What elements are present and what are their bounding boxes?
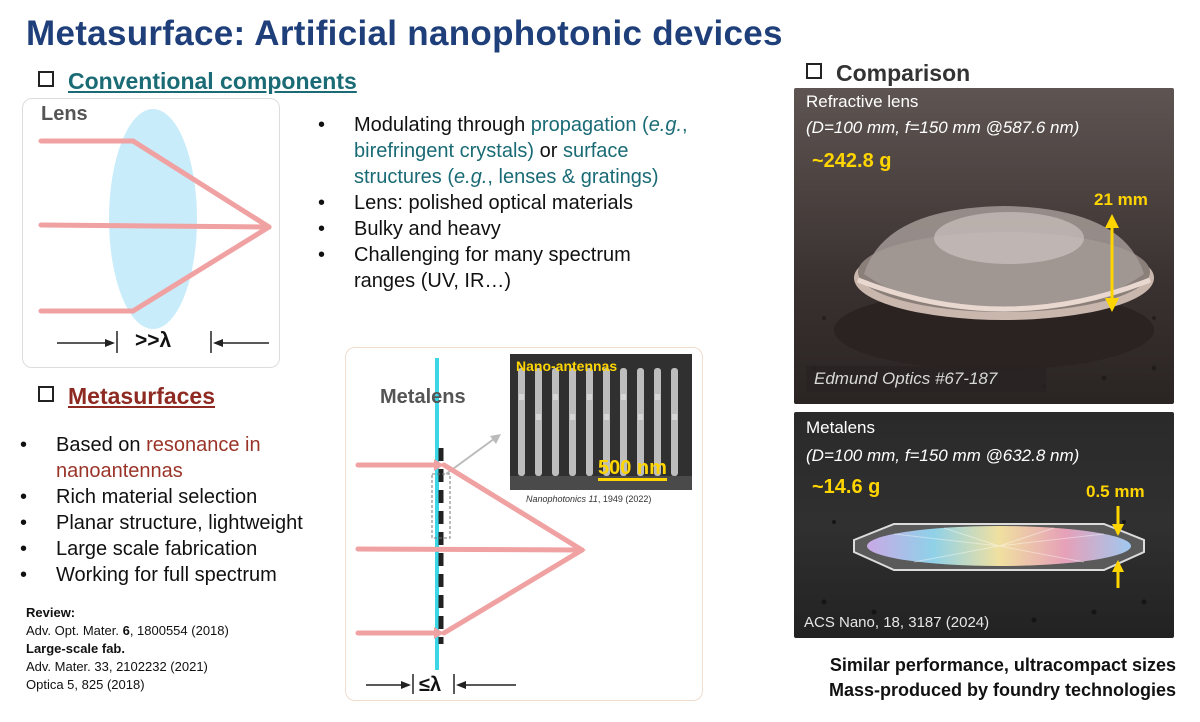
metasurfaces-bullet-3: Planar structure, lightweight bbox=[14, 510, 344, 536]
conventional-heading: Conventional components bbox=[38, 68, 357, 95]
refractive-lens-spec: (D=100 mm, f=150 mm @587.6 nm) bbox=[806, 118, 1080, 137]
metalens-diagram bbox=[355, 358, 586, 694]
metasurfaces-bullet-2: Rich material selection bbox=[14, 484, 344, 510]
metalens-source: ACS Nano, 18, 3187 (2024) bbox=[804, 614, 990, 631]
lens-diagram bbox=[38, 109, 272, 353]
fab-ref-2: Optica 5, 825 (2018) bbox=[26, 677, 145, 692]
review-ref-1: Adv. Opt. Mater. 6, 1800554 (2018) bbox=[26, 623, 229, 638]
refractive-lens-photo: Refractive lens (D=100 mm, f=150 mm @587… bbox=[794, 88, 1174, 404]
checkbox-bullet-icon bbox=[38, 71, 54, 87]
summary-line-1: Similar performance, ultracompact sizes bbox=[829, 655, 1176, 675]
fab-label: Large-scale fab. bbox=[26, 641, 125, 656]
metalens-thickness: 0.5 mm bbox=[1086, 482, 1145, 501]
conventional-heading-text: Conventional components bbox=[68, 68, 357, 94]
scale-bar: 500 nm bbox=[598, 457, 667, 481]
lens-label: Lens bbox=[41, 103, 88, 125]
metasurfaces-heading-text: Metasurfaces bbox=[68, 383, 216, 409]
metasurfaces-bullets: Based on resonance in nanoantennasRich m… bbox=[14, 432, 344, 588]
comparison-heading: Comparison bbox=[806, 60, 970, 87]
lens-dimension-label: >>λ bbox=[135, 329, 172, 352]
refractive-lens-source: Edmund Optics #67-187 bbox=[806, 366, 1046, 392]
review-label: Review: bbox=[26, 605, 76, 620]
metasurfaces-heading: Metasurfaces bbox=[38, 383, 215, 410]
metasurfaces-bullet-4: Large scale fabrication bbox=[14, 536, 344, 562]
refractive-lens-name: Refractive lens bbox=[806, 92, 919, 111]
zoom-box bbox=[431, 473, 451, 539]
fab-ref-1: Adv. Mater. 33, 2102232 (2021) bbox=[26, 659, 208, 674]
conventional-bullets: Modulating through propagation (e.g., bi… bbox=[312, 112, 692, 294]
refractive-lens-weight: ~242.8 g bbox=[812, 150, 892, 172]
lens-shape bbox=[109, 109, 197, 329]
refractive-lens-thickness: 21 mm bbox=[1094, 190, 1148, 209]
sem-image: Nano-antennas 500 nm bbox=[510, 354, 692, 490]
metasurfaces-bullet-5: Working for full spectrum bbox=[14, 562, 344, 588]
conventional-bullet-3: Bulky and heavy bbox=[312, 216, 692, 242]
comparison-heading-text: Comparison bbox=[836, 60, 971, 86]
slide-title: Metasurface: Artificial nanophotonic dev… bbox=[26, 14, 783, 53]
conventional-bullet-4: Challenging for many spectrum ranges (UV… bbox=[312, 242, 692, 294]
nano-antenna-pillars-icon bbox=[510, 354, 692, 490]
metasurfaces-bullet-1: Based on resonance in nanoantennas bbox=[14, 432, 344, 484]
metalens-name: Metalens bbox=[806, 418, 875, 437]
checkbox-bullet-icon bbox=[806, 63, 822, 79]
conventional-bullet-1: Modulating through propagation (e.g., bi… bbox=[312, 112, 692, 190]
metalens-spec: (D=100 mm, f=150 mm @632.8 nm) bbox=[806, 446, 1080, 465]
summary-line-2: Mass-produced by foundry technologies bbox=[828, 680, 1176, 700]
metalens-photo: Metalens (D=100 mm, f=150 mm @632.8 nm) … bbox=[794, 412, 1174, 638]
metalens-panel: Metalens ≤λ bbox=[345, 347, 703, 701]
metalens-dimension-label: ≤λ bbox=[419, 674, 442, 696]
nano-antennas-label: Nano-antennas bbox=[516, 358, 618, 374]
lens-panel: Lens >>λ bbox=[22, 98, 280, 368]
checkbox-bullet-icon bbox=[38, 386, 54, 402]
metalens-label: Metalens bbox=[380, 386, 466, 408]
refractive-lens-icon bbox=[811, 206, 1157, 389]
metalens-wafer-icon bbox=[821, 506, 1147, 623]
references: Review: Adv. Opt. Mater. 6, 1800554 (201… bbox=[26, 604, 229, 694]
metalens-weight: ~14.6 g bbox=[812, 476, 881, 498]
conventional-bullet-2: Lens: polished optical materials bbox=[312, 190, 692, 216]
sem-citation: Nanophotonics 11, 1949 (2022) bbox=[526, 494, 652, 504]
rainbow-disc bbox=[867, 526, 1131, 566]
